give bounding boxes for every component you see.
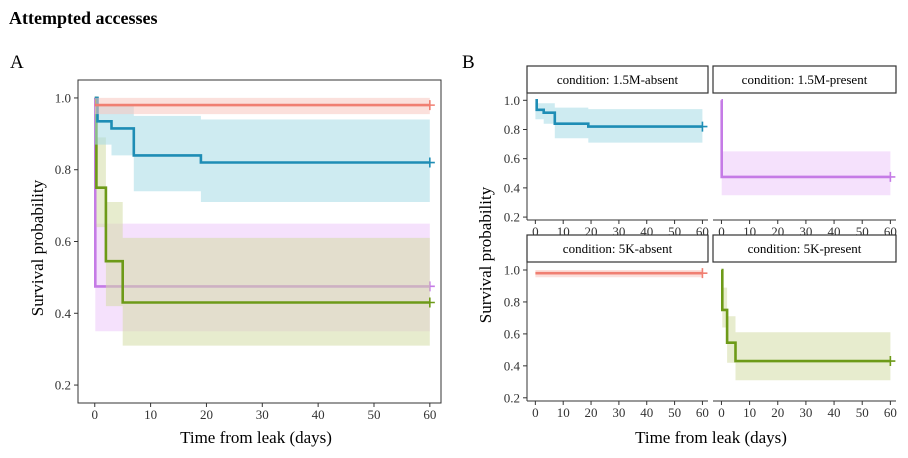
panel-a-y-axis-title: Survival probability bbox=[28, 179, 47, 316]
panel-b-1.5M-absent-y-tick-label: 0.2 bbox=[504, 210, 520, 225]
panel-a-x-tick-label: 20 bbox=[200, 407, 213, 422]
panel-a-letter: A bbox=[10, 52, 24, 73]
facet-5K-present: condition: 5K-present 0 10 20 30 40 50 60 bbox=[712, 234, 897, 420]
panel-b-5K-absent-x-tick-label: 20 bbox=[585, 405, 598, 420]
panel-b-5K-absent-x-tick-label: 40 bbox=[640, 405, 653, 420]
panel-b-5K-absent-y-tick-label: 0.8 bbox=[504, 294, 520, 309]
panel-b-survival-line-1.5M-present bbox=[720, 99, 891, 179]
facet-strip-5K-present bbox=[712, 234, 897, 263]
panel-b-5K-present-x-tick-label: 30 bbox=[799, 405, 812, 420]
panel-a-x-tick-label: 0 bbox=[92, 407, 99, 422]
panel-a-y-tick-label: 1.0 bbox=[55, 90, 71, 105]
panel-a-censor-mark-5K-present bbox=[424, 297, 435, 308]
panel-b-censor-mark-5K-absent bbox=[697, 268, 708, 279]
panel-b-5K-absent-y-tick-label: 0.6 bbox=[504, 326, 521, 341]
panel-a-x-tick-label: 30 bbox=[256, 407, 269, 422]
panel-b-5K-present-x-tick-label: 10 bbox=[743, 405, 756, 420]
panel-b-1.5M-absent-x-tick-label: 0 bbox=[532, 224, 539, 239]
panel-a-y-tick-label: 0.8 bbox=[55, 162, 71, 177]
panel-a-ci-band-5K-present bbox=[94, 97, 430, 346]
panel-b-ci-band-1.5M-present bbox=[721, 100, 891, 196]
panel-a-ci-band-1.5M-absent bbox=[94, 105, 430, 202]
panel-b-survival-line-5K-present bbox=[721, 268, 891, 363]
panel-b-5K-absent-x-tick-label: 50 bbox=[668, 405, 681, 420]
panel-a-chart: 0 10 20 30 40 50 60 0.2 0.4 0.6 0.8 1.0 bbox=[55, 79, 442, 422]
panel-b-5K-absent-y-tick-label: 0.4 bbox=[504, 358, 521, 373]
panel-b-y-axis-title: Survival probability bbox=[476, 186, 495, 323]
panel-b-1.5M-absent-y-tick-label: 0.4 bbox=[504, 180, 521, 195]
panel-a-y-tick-label: 0.6 bbox=[55, 234, 72, 249]
panel-a-censor-mark-5K-absent bbox=[424, 100, 435, 111]
facet-strip-1.5M-present bbox=[712, 65, 897, 94]
facet-strip-5K-absent bbox=[526, 234, 709, 263]
panel-a-x-tick-label: 10 bbox=[144, 407, 157, 422]
panel-b-5K-absent-y-tick-label: 0.2 bbox=[504, 390, 520, 405]
facet-strip-label: condition: 1.5M-absent bbox=[557, 72, 679, 87]
panel-a-y-tick-label: 0.4 bbox=[55, 306, 72, 321]
panel-b-x-axis-title: Time from leak (days) bbox=[635, 428, 787, 447]
panel-b-5K-present-x-tick-label: 60 bbox=[884, 405, 897, 420]
panel-b-ci-band-5K-present bbox=[721, 270, 891, 381]
panel-b-5K-present-x-tick-label: 20 bbox=[771, 405, 784, 420]
panel-b-letter: B bbox=[462, 52, 475, 73]
panel-b-5K-absent-x-tick-label: 30 bbox=[612, 405, 625, 420]
facet-strip-label: condition: 1.5M-present bbox=[742, 72, 868, 87]
panel-a-x-axis-title: Time from leak (days) bbox=[180, 428, 332, 447]
facet-strip-1.5M-absent bbox=[526, 65, 709, 94]
facet-5K-absent: condition: 5K-absent 0 10 20 30 40 50 60 0.2 0.4 0… bbox=[504, 234, 709, 420]
figure-title: Attempted accesses bbox=[9, 8, 157, 28]
facet-strip-label: condition: 5K-absent bbox=[563, 241, 673, 256]
panel-b-5K-present-x-tick-label: 50 bbox=[856, 405, 869, 420]
panel-b-1.5M-absent-y-tick-label: 0.6 bbox=[504, 151, 521, 166]
panel-b-1.5M-absent-y-tick-label: 0.8 bbox=[504, 122, 520, 137]
panel-b-1.5M-present-x-tick-label: 0 bbox=[718, 224, 725, 239]
panel-a-x-tick-label: 40 bbox=[312, 407, 325, 422]
panel-b-5K-present-x-tick-label: 0 bbox=[718, 405, 725, 420]
panel-b-5K-absent-y-tick-label: 1.0 bbox=[504, 262, 520, 277]
panel-a-censor-mark-1.5M-absent bbox=[424, 157, 435, 168]
panel-b-5K-present-x-tick-label: 40 bbox=[828, 405, 841, 420]
panel-b-censor-mark-5K-present bbox=[885, 356, 896, 367]
panel-b-censor-mark-1.5M-absent bbox=[697, 121, 708, 132]
panel-b-survival-line-1.5M-absent bbox=[535, 99, 703, 128]
panel-b-chart: condition: 1.5M-absent 0 10 20 30 40 50 60 0.2 0.… bbox=[504, 65, 897, 420]
panel-b-5K-absent-x-tick-label: 60 bbox=[696, 405, 709, 420]
panel-b-5K-absent-x-tick-label: 10 bbox=[557, 405, 570, 420]
panel-b-ci-band-1.5M-absent bbox=[535, 103, 703, 143]
panel-b-1.5M-absent-y-tick-label: 1.0 bbox=[504, 93, 520, 108]
panel-b-censor-mark-1.5M-present bbox=[885, 171, 896, 182]
panel-a-x-tick-label: 50 bbox=[367, 407, 380, 422]
facet-strip-label: condition: 5K-present bbox=[748, 241, 862, 256]
panel-a-x-tick-label: 60 bbox=[423, 407, 436, 422]
panel-b-5K-absent-x-tick-label: 0 bbox=[532, 405, 539, 420]
panel-a-y-tick-label: 0.2 bbox=[55, 378, 71, 393]
